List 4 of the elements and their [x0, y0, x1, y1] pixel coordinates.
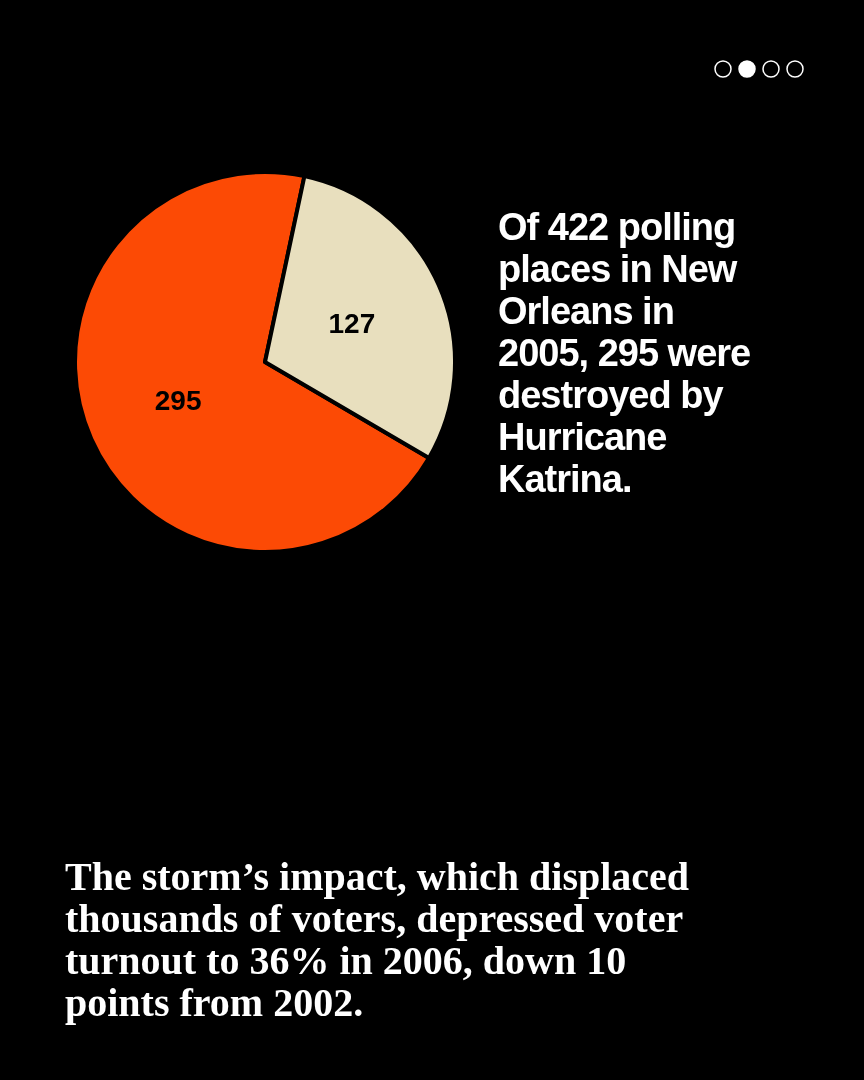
data-label: 127	[328, 308, 376, 340]
text: The storm’s impact, which displaced thousands of voters, depressed voter turnout to 36% in 2006, down 10 points from 2002.	[65, 854, 690, 1025]
text: Of 422 polling places in New Orleans in 2005, 295 were destroyed by Hurricane Katrina.	[498, 206, 751, 500]
data-label: 295	[154, 384, 202, 416]
